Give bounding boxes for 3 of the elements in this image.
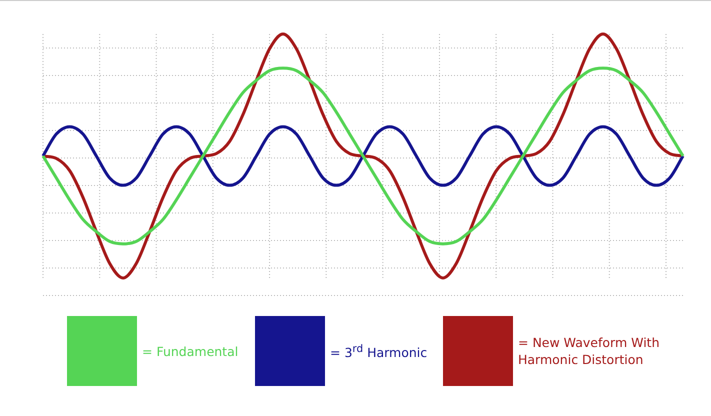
text: = New Waveform With Harmonic Distortion xyxy=(518,334,660,368)
text: = Fundamental xyxy=(142,342,240,360)
text: = 3$^{rd}$ Harmonic xyxy=(330,342,428,362)
